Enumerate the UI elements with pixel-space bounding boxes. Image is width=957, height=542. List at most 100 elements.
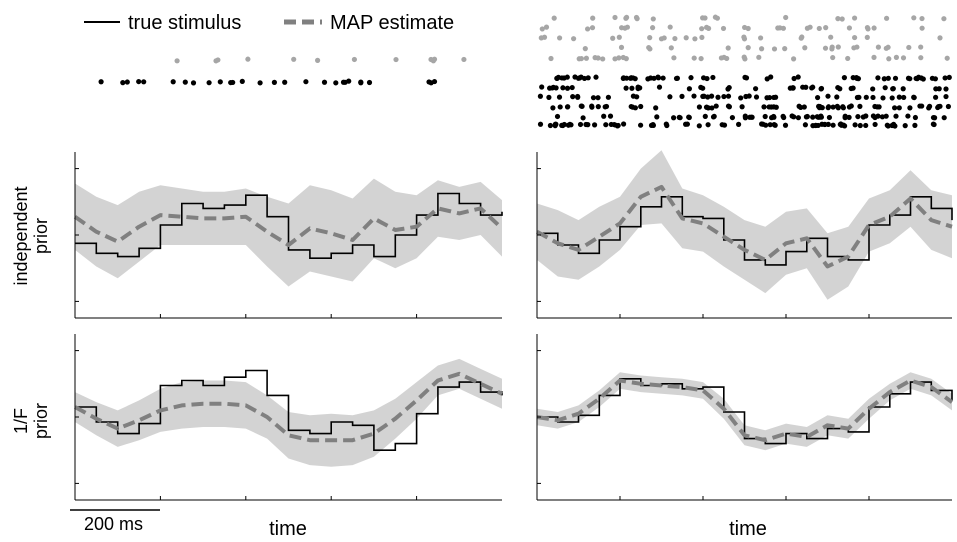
spike-dot [303,79,309,85]
spike-dot [882,85,888,91]
spike-dot-gray [712,14,719,20]
spike-dot-gray [911,15,917,21]
spike-dot [696,104,703,110]
spike-dot [893,113,899,119]
spike-dot [228,79,234,86]
spike-dot [333,80,339,86]
spike-dot-gray [315,57,321,63]
spike-dot [555,74,562,80]
spike-dot [772,122,778,128]
spike-dot [683,121,689,127]
spike-dot [825,93,831,99]
row-label-independent-line2: prior [31,218,51,254]
spike-dot [850,75,856,81]
map-estimate-line [536,378,954,443]
spike-dot-gray [839,16,845,22]
spike-dot [701,93,707,99]
spike-dot-gray [852,34,858,41]
spike-dot [655,75,662,81]
true-stimulus-line [537,196,953,266]
spike-dot-gray [646,44,652,51]
spike-dot-gray [691,55,697,61]
spike-dot [856,94,862,100]
spike-dot [892,105,898,111]
spike-dot-gray [612,14,618,21]
spike-dot-gray [700,15,706,21]
spike-dot [830,122,836,128]
spike-dot [630,93,637,99]
spike-dot [98,79,104,85]
spike-dot [561,75,567,81]
spike-dot-gray [393,56,399,63]
spike-dot [547,122,554,129]
spike-dot [790,85,796,91]
spike-dot [656,84,663,90]
spike-dot [874,104,880,110]
spike-dot-gray [174,58,180,64]
spike-dot [846,114,852,120]
spike-dot-gray [775,25,781,31]
spike-dot-gray [633,14,640,21]
spike-dot [946,74,952,81]
spike-dot [704,75,710,82]
spike-dot-gray [741,54,747,60]
spike-dot [239,78,245,84]
spike-dot-gray [672,35,678,42]
spike-dot-gray [875,44,882,50]
panel-1f-left [74,334,503,501]
spike-dot [580,115,586,121]
spike-dot [818,86,824,92]
spike-dot-gray [884,15,890,21]
spike-dot-gray [741,36,748,42]
spike-dot [892,75,899,81]
spike-dot [653,105,659,111]
spike-dot-gray [756,54,762,60]
spike-dot-gray [828,34,834,40]
spike-dot [941,115,947,121]
spike-dot [426,79,432,85]
spike-dot [679,93,685,100]
spike-dot [842,115,848,121]
spike-dot-gray [592,55,598,61]
spike-dot-gray [742,24,748,31]
spike-dot [855,113,861,120]
spike-dot-gray [745,45,751,51]
spike-dot [907,76,913,82]
map-estimate-line [536,184,953,269]
row-label-independent-line1: independent [11,186,31,285]
spike-dot [556,94,563,100]
spike-dot-gray [919,15,925,22]
spike-dot-gray [706,25,712,32]
spike-dot [742,115,749,121]
spike-dot [848,103,854,109]
spike-dot [879,114,886,120]
spike-dot [595,104,601,110]
spike-dot [569,84,575,91]
spike-dot [773,94,779,100]
spike-dot [632,76,638,82]
spike-dot [579,103,585,109]
map-estimate-line [74,371,503,443]
spike-dot-gray [539,26,545,32]
spike-dot [834,103,840,109]
spike-dot [782,122,789,128]
spike-dot-gray [582,46,588,52]
spike-dot [764,95,770,101]
spike-dot [810,84,816,90]
spike-dot [629,85,635,91]
spike-dot [825,105,831,111]
spike-dot-gray [585,26,591,32]
spike-dot-gray [589,25,596,31]
spike-dot-gray [245,56,251,62]
spike-dot [902,123,908,129]
spike-dot [791,114,797,120]
spike-dot [671,115,677,121]
spike-dot [926,105,932,111]
spike-dot [748,114,754,120]
spike-dot-gray [900,55,907,61]
spike-dot [190,80,197,86]
spike-dot [342,79,348,85]
spike-dot [834,94,840,100]
legend: true stimulus MAP estimate [84,12,454,34]
